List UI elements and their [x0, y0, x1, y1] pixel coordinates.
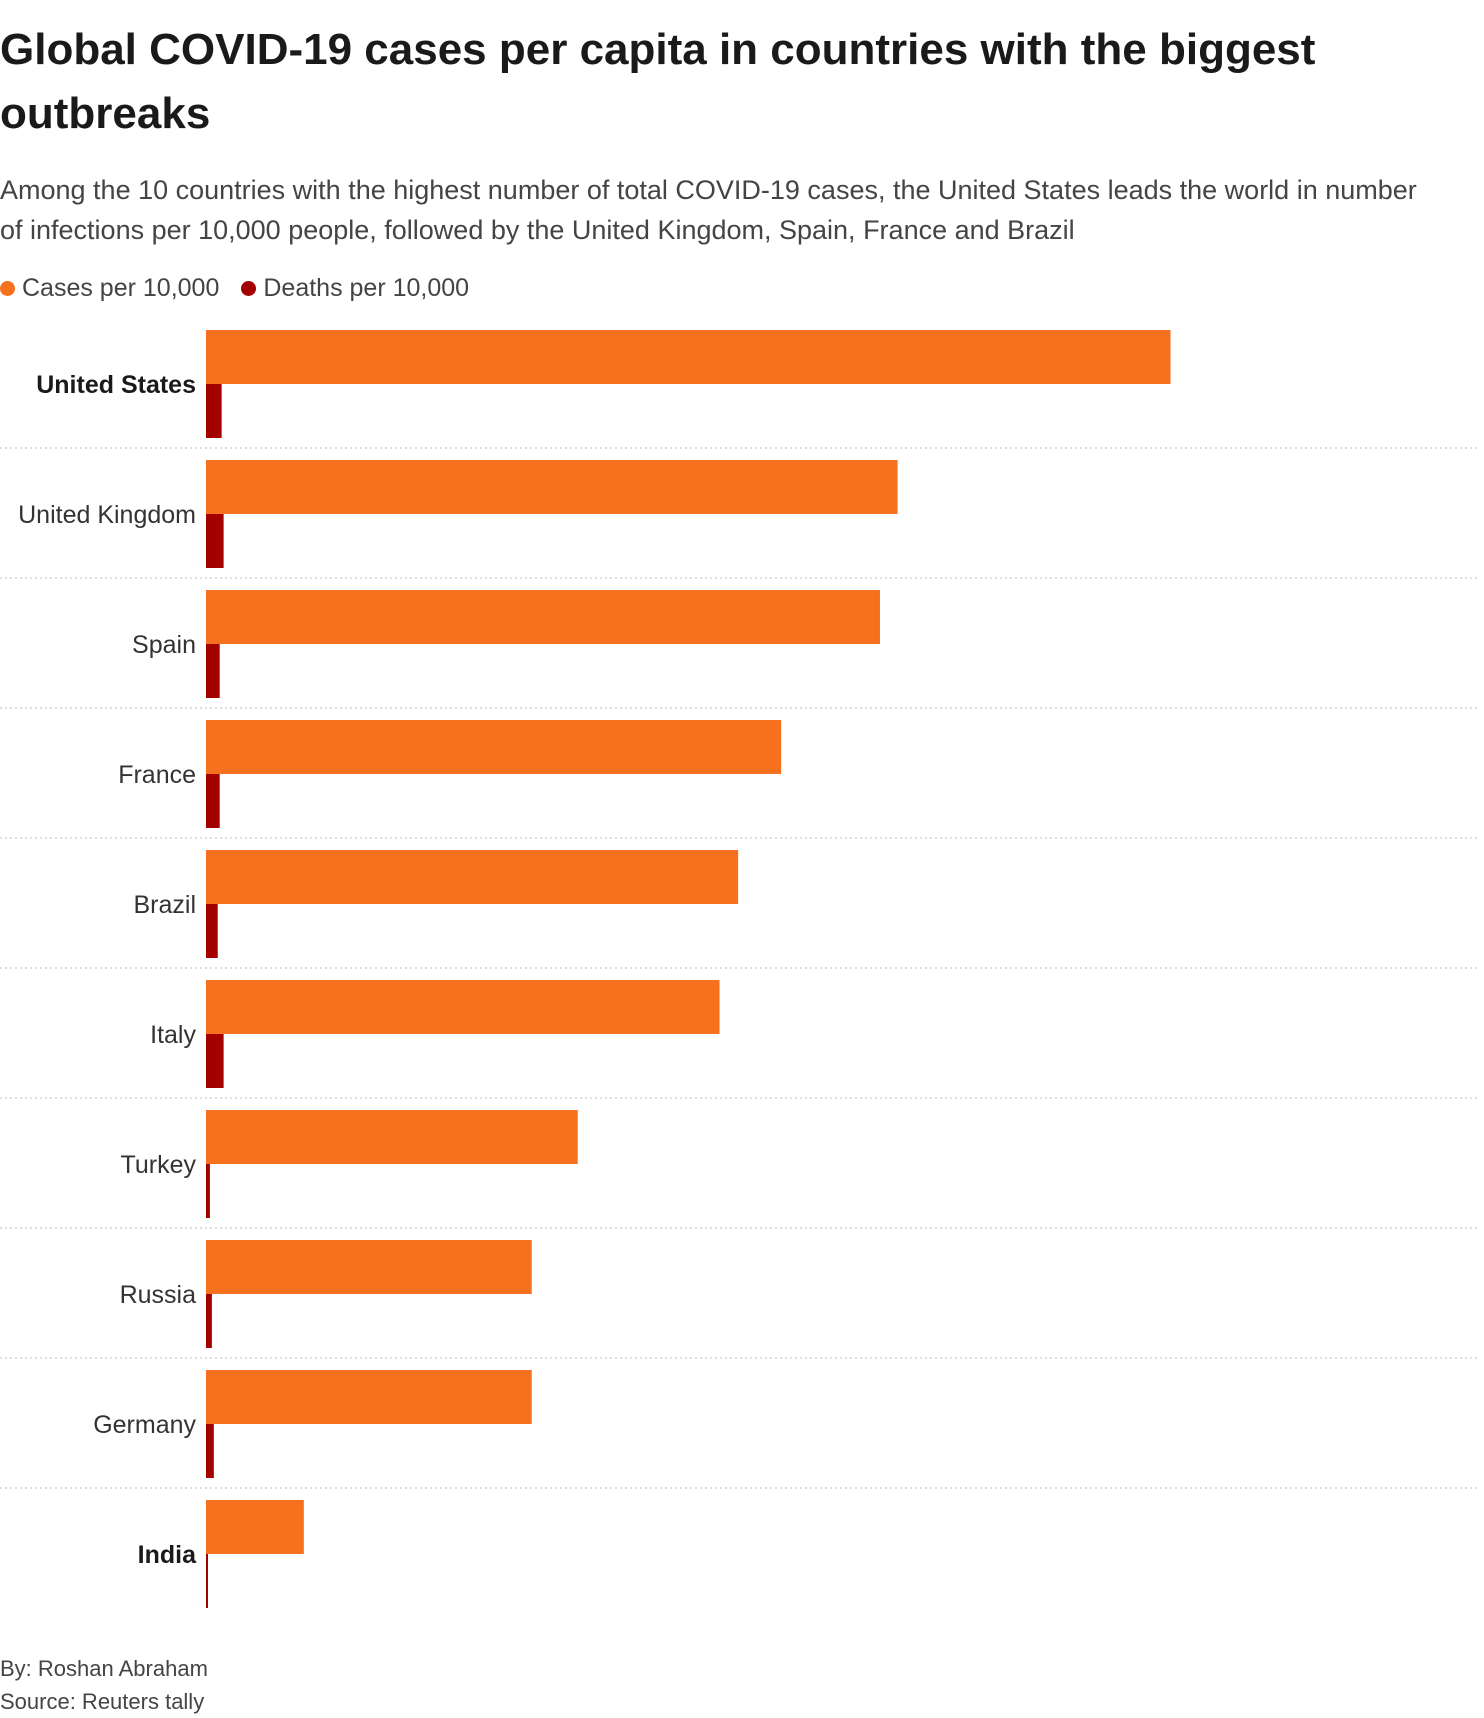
- deaths-bar-spain: [206, 644, 220, 698]
- deaths-bar-russia: [206, 1294, 212, 1348]
- legend-swatch-deaths: [241, 280, 257, 296]
- credits: By: Roshan Abraham Source: Reuters tally: [0, 1652, 208, 1718]
- source-credit: Source: Reuters tally: [0, 1689, 205, 1714]
- cases-bar-brazil: [206, 850, 739, 904]
- deaths-bar-brazil: [206, 904, 218, 958]
- category-label-united-states: United States: [36, 371, 196, 399]
- deaths-bar-india: [206, 1554, 208, 1608]
- cases-bar-united-states: [206, 330, 1171, 384]
- deaths-bar-germany: [206, 1424, 214, 1478]
- cases-bar-spain: [206, 590, 880, 644]
- chart-subtitle: Among the 10 countries with the highest …: [0, 175, 1417, 245]
- cases-bar-turkey: [206, 1110, 578, 1164]
- deaths-bar-united-kingdom: [206, 514, 224, 568]
- category-label-russia: Russia: [120, 1281, 197, 1309]
- deaths-bar-italy: [206, 1034, 224, 1088]
- chart-title: Global COVID-19 cases per capita in coun…: [0, 25, 1316, 138]
- legend-label-cases: Cases per 10,000: [22, 273, 220, 302]
- legend-label-deaths: Deaths per 10,000: [263, 273, 470, 302]
- cases-bar-france: [206, 720, 782, 774]
- category-label-united-kingdom: United Kingdom: [18, 501, 196, 529]
- bar-chart: United States United Kingdom Spain France Br…: [0, 330, 1480, 1608]
- deaths-bar-turkey: [206, 1164, 210, 1218]
- legend: Cases per 10,000 Deaths per 10,000: [0, 272, 491, 304]
- category-label-brazil: Brazil: [133, 891, 196, 919]
- category-label-germany: Germany: [93, 1411, 196, 1439]
- legend-item-cases: Cases per 10,000: [0, 274, 219, 303]
- legend-swatch-cases: [0, 280, 15, 296]
- legend-item-deaths: Deaths per 10,000: [241, 274, 469, 303]
- category-label-france: France: [118, 761, 196, 789]
- category-label-turkey: Turkey: [121, 1151, 197, 1179]
- deaths-bar-united-states: [206, 384, 222, 438]
- deaths-bar-france: [206, 774, 220, 828]
- category-label-italy: Italy: [150, 1021, 196, 1049]
- cases-bar-united-kingdom: [206, 460, 898, 514]
- category-label-india: India: [138, 1541, 197, 1569]
- cases-bar-germany: [206, 1370, 532, 1424]
- cases-bar-russia: [206, 1240, 532, 1294]
- author-credit: By: Roshan Abraham: [0, 1656, 208, 1681]
- cases-bar-italy: [206, 980, 720, 1034]
- cases-bar-india: [206, 1500, 304, 1554]
- category-label-spain: Spain: [132, 631, 196, 659]
